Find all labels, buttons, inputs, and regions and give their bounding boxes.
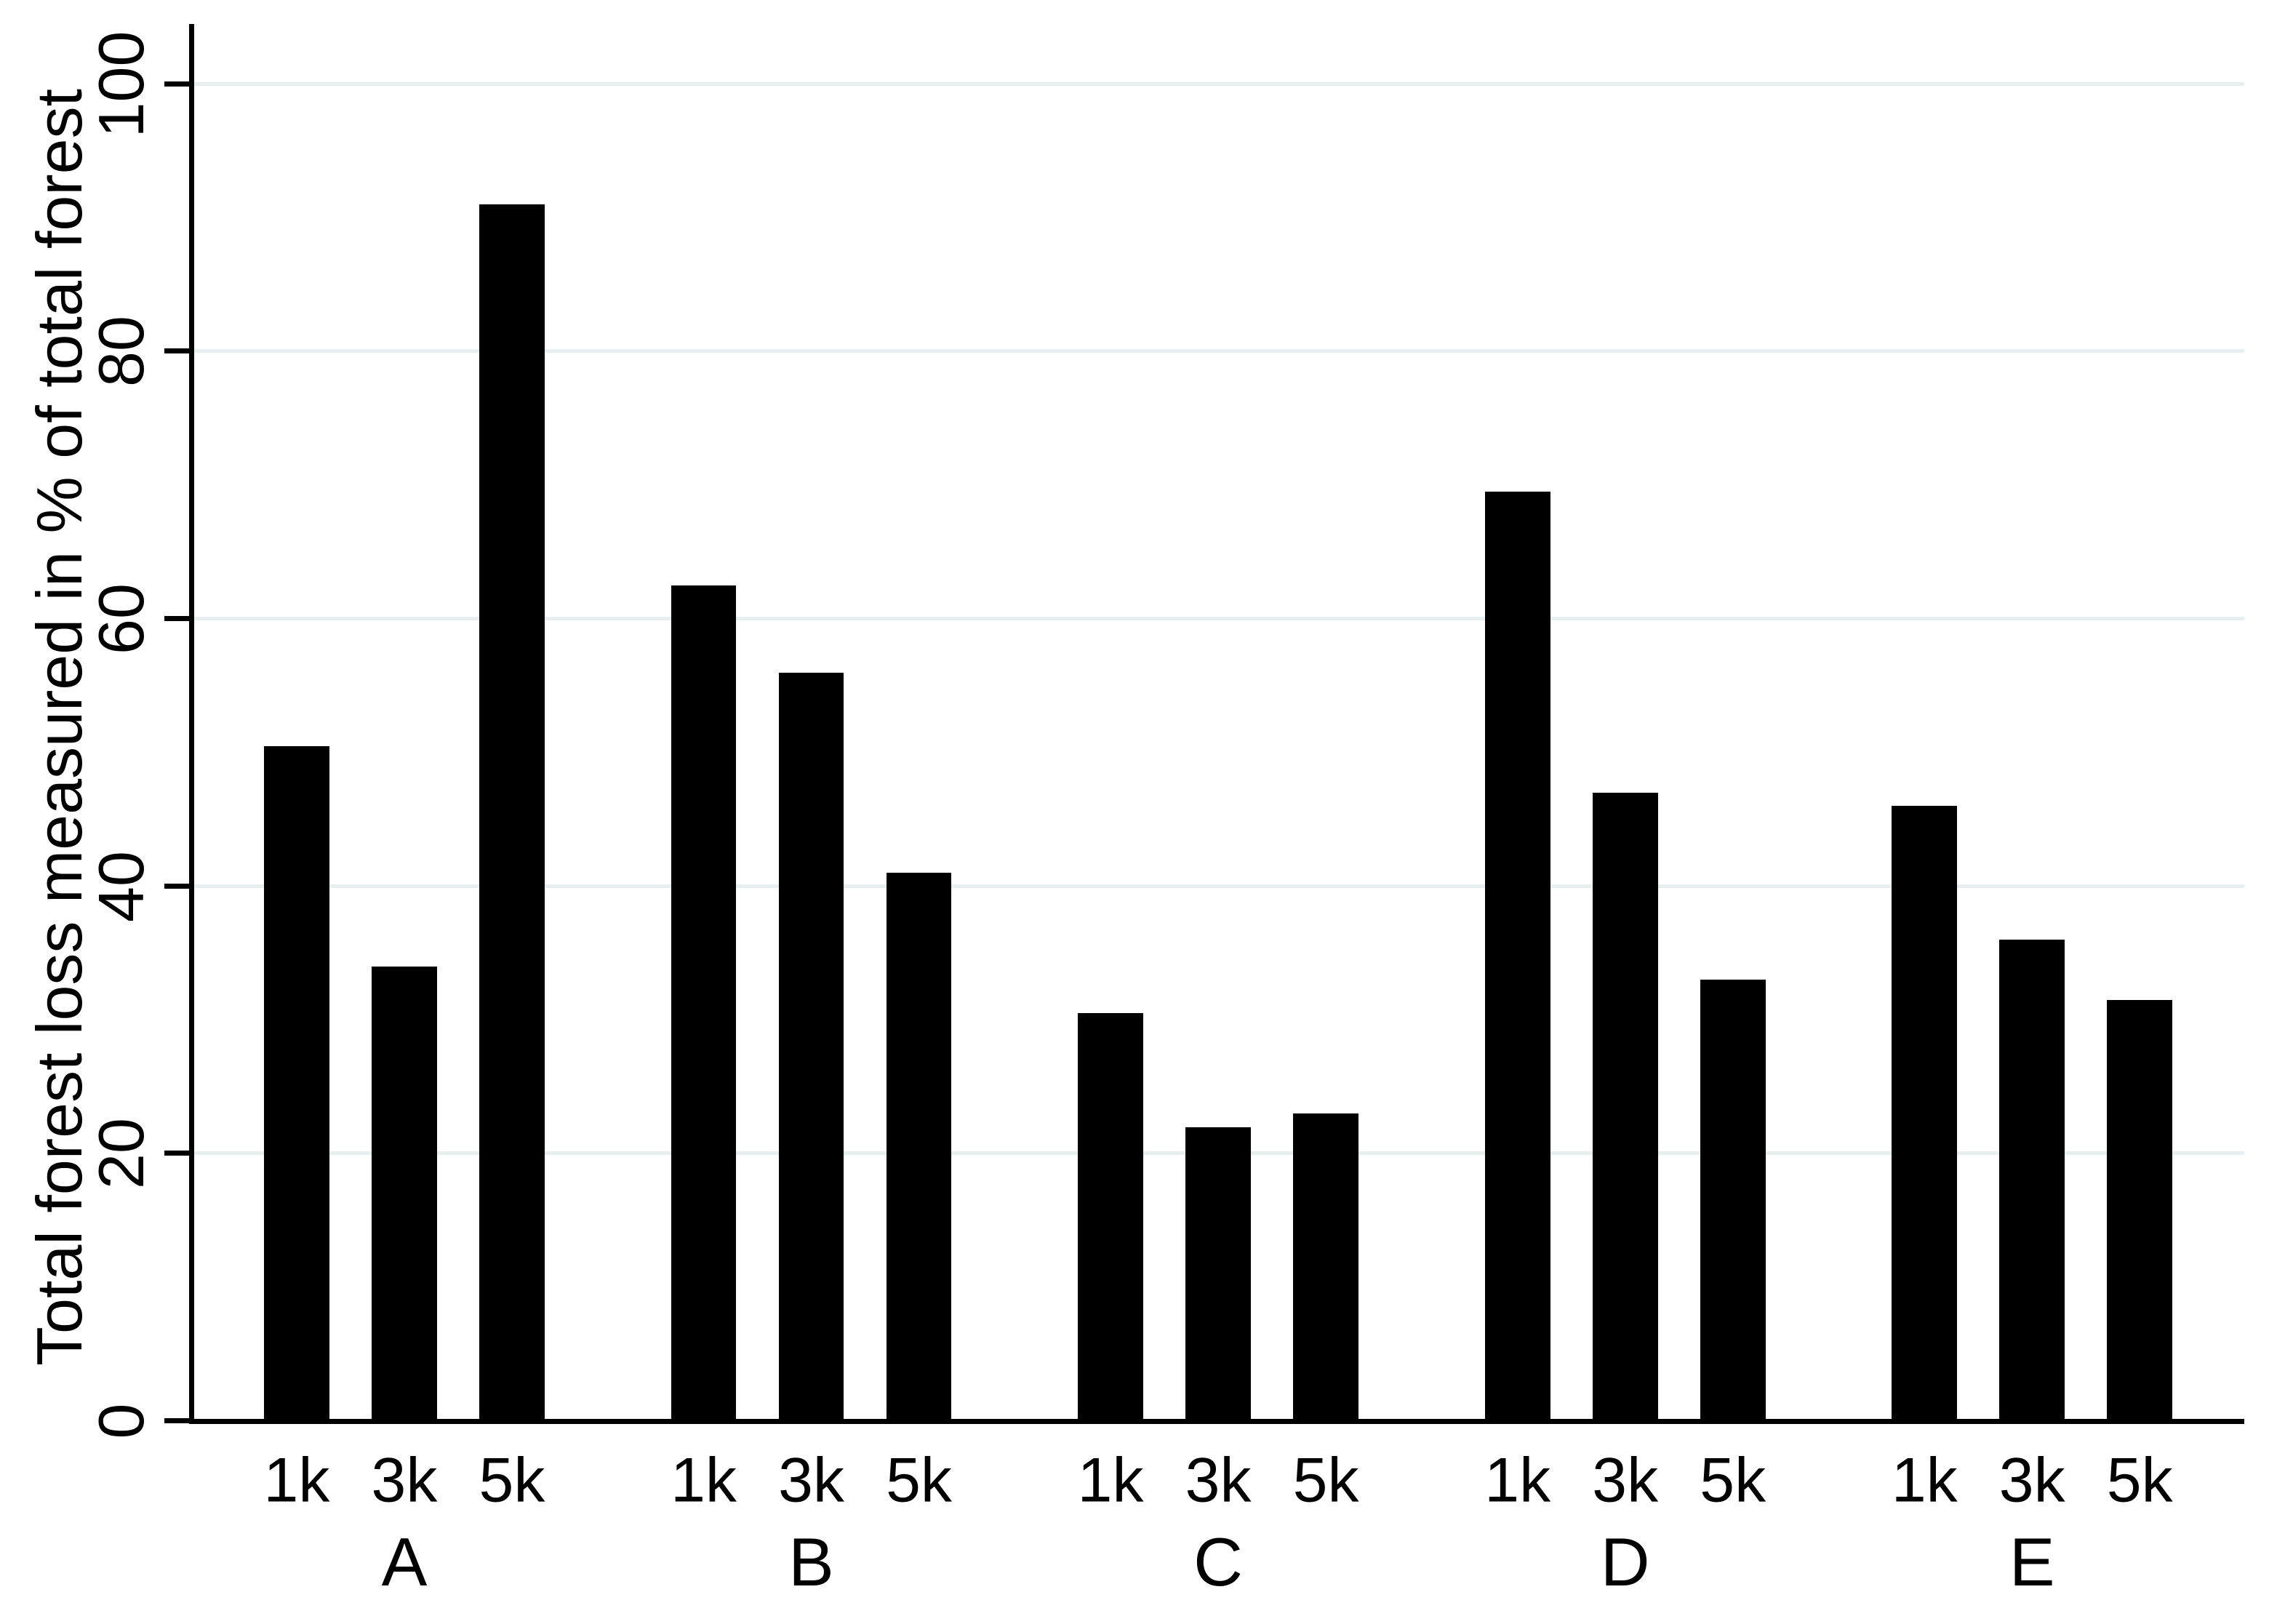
- plot-area: 0 20 40 60 80 100: [85, 24, 2244, 1439]
- gridline-80: [194, 349, 2244, 353]
- x-category-label-D-3k: 3k: [1592, 1445, 1659, 1516]
- x-category-label-C-1k: 1k: [1077, 1445, 1144, 1516]
- bar-D-3k: [1592, 793, 1658, 1421]
- y-tick-label-100: 100: [85, 31, 157, 138]
- x-category-label-A-5k: 5k: [479, 1445, 545, 1516]
- gridline-40: [194, 884, 2244, 888]
- bar-C-1k: [1078, 1013, 1144, 1421]
- y-tick-label-60: 60: [85, 583, 157, 655]
- gridline-100: [194, 81, 2244, 86]
- x-category-label-C-5k: 5k: [1292, 1445, 1359, 1516]
- bar-B-5k: [886, 873, 952, 1421]
- x-group-label-E: E: [2009, 1524, 2055, 1600]
- x-category-label-B-1k: 1k: [671, 1445, 737, 1516]
- x-category-label-A-3k: 3k: [371, 1445, 438, 1516]
- bar-B-1k: [671, 585, 737, 1421]
- x-category-label-C-3k: 3k: [1185, 1445, 1252, 1516]
- y-tick-100: [164, 81, 189, 87]
- x-category-label-B-5k: 5k: [886, 1445, 952, 1516]
- y-tick-label-80: 80: [85, 316, 157, 388]
- bar-D-1k: [1484, 492, 1550, 1421]
- bar-A-3k: [371, 967, 437, 1421]
- bar-A-1k: [263, 745, 329, 1421]
- x-group-label-C: C: [1193, 1524, 1244, 1600]
- y-tick-label-0: 0: [85, 1403, 157, 1439]
- bar-B-3k: [778, 672, 844, 1421]
- bar-C-3k: [1185, 1127, 1252, 1421]
- bar-E-1k: [1892, 806, 1958, 1421]
- x-category-label-A-1k: 1k: [263, 1445, 330, 1516]
- bar-E-5k: [2107, 999, 2173, 1421]
- bar-E-3k: [1999, 940, 2065, 1421]
- bar-C-5k: [1293, 1113, 1359, 1421]
- y-tick-20: [164, 1151, 189, 1156]
- y-tick-0: [164, 1418, 189, 1423]
- x-category-label-E-1k: 1k: [1891, 1445, 1958, 1516]
- x-category-label-D-1k: 1k: [1484, 1445, 1551, 1516]
- y-axis-line: [189, 24, 194, 1424]
- y-tick-80: [164, 348, 189, 354]
- gridline-60: [194, 617, 2244, 621]
- bar-A-5k: [479, 204, 545, 1421]
- y-tick-40: [164, 883, 189, 889]
- x-axis-line: [189, 1419, 2244, 1424]
- x-group-label-A: A: [381, 1524, 428, 1600]
- x-group-label-B: B: [788, 1524, 834, 1600]
- y-tick-label-40: 40: [85, 850, 157, 922]
- y-tick-label-20: 20: [85, 1118, 157, 1190]
- bar-D-5k: [1700, 980, 1766, 1421]
- x-category-label-E-5k: 5k: [2106, 1445, 2173, 1516]
- y-tick-60: [164, 616, 189, 622]
- x-category-label-E-3k: 3k: [1998, 1445, 2065, 1516]
- x-category-label-B-3k: 3k: [778, 1445, 844, 1516]
- x-category-label-D-5k: 5k: [1700, 1445, 1766, 1516]
- x-group-label-D: D: [1600, 1524, 1650, 1600]
